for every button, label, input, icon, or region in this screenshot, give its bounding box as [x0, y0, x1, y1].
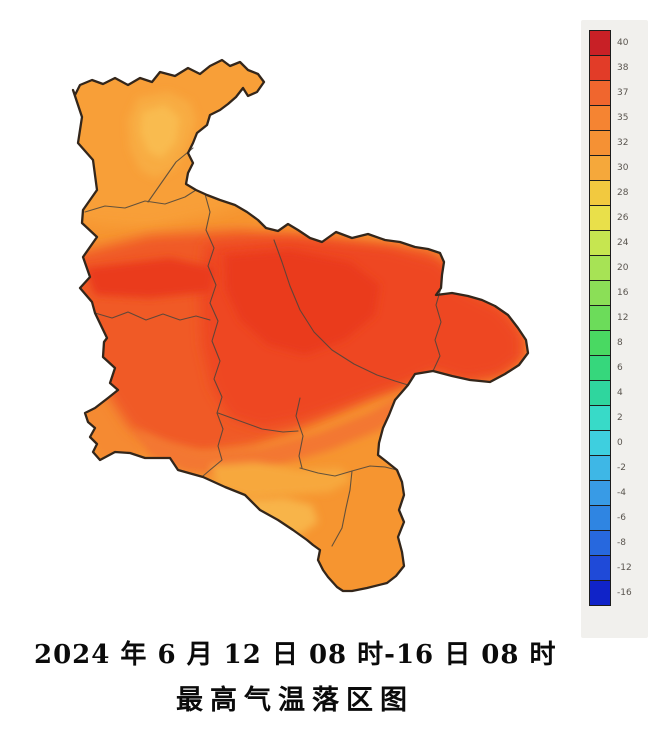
county-line [331, 470, 353, 547]
zone-red-core [225, 250, 380, 355]
legend-swatch [589, 205, 611, 231]
legend-swatch [589, 55, 611, 81]
legend-label: 20 [617, 263, 629, 273]
legend-entry: 8 [589, 330, 632, 356]
region-border [71, 58, 530, 593]
legend-swatch [589, 480, 611, 506]
legend-swatch [589, 505, 611, 531]
legend-label: 26 [617, 213, 629, 223]
legend-entry: -4 [589, 480, 632, 506]
legend-swatch [589, 130, 611, 156]
legend-label: -8 [617, 538, 626, 548]
county-boundaries [84, 147, 442, 547]
legend-swatch [589, 405, 611, 431]
legend-entry: -2 [589, 455, 632, 481]
legend-label: -6 [617, 513, 626, 523]
legend-label: 28 [617, 188, 629, 198]
legend-label: -2 [617, 463, 626, 473]
legend-label: 6 [617, 363, 623, 373]
legend-entry: 12 [589, 305, 632, 331]
legend-entry: 6 [589, 355, 632, 381]
legend-swatch [589, 255, 611, 281]
legend-swatch [589, 530, 611, 556]
legend-swatch [589, 355, 611, 381]
legend-entry: 32 [589, 130, 632, 156]
legend-entry: 4 [589, 380, 632, 406]
map-period-title: 2024 年 6 月 12 日 08 时-16 日 08 时 [34, 640, 557, 670]
county-line [202, 193, 224, 477]
legend-label: 30 [617, 163, 629, 173]
legend-entry: -8 [589, 530, 632, 556]
county-line [432, 287, 442, 372]
legend-entries: 40 38 37 35 32 30 28 26 24 20 16 12 8 6 4 2 0 -2 -4 -6 -8 -12… [589, 30, 632, 606]
legend-swatch [589, 80, 611, 106]
legend-label: 0 [617, 438, 623, 448]
legend-entry: 40 [589, 30, 632, 56]
zone-yellow-upper [210, 462, 352, 498]
legend-entry: 0 [589, 430, 632, 456]
legend-entry: 20 [589, 255, 632, 281]
legend-label: 8 [617, 338, 623, 348]
legend-swatch [589, 280, 611, 306]
county-line [147, 147, 194, 203]
county-line [94, 311, 211, 321]
legend-swatch [589, 380, 611, 406]
zone-red-band-west [85, 258, 215, 298]
legend-label: 32 [617, 138, 629, 148]
legend-swatch [589, 105, 611, 131]
legend-label: 38 [617, 63, 629, 73]
legend-label: 2 [617, 413, 623, 423]
legend-entry: -12 [589, 555, 632, 581]
zone-transition [135, 395, 412, 475]
zone-north-core [140, 105, 180, 158]
legend-label: 16 [617, 288, 629, 298]
county-line [84, 189, 197, 213]
legend-swatch [589, 155, 611, 181]
legend-swatch [589, 30, 611, 56]
legend-label: 37 [617, 88, 629, 98]
legend-swatch [589, 455, 611, 481]
legend-entry: 2 [589, 405, 632, 431]
map-type-title: 最高气温落区图 [176, 685, 414, 716]
legend-entry: 28 [589, 180, 632, 206]
legend-label: 40 [617, 38, 629, 48]
legend-entry: 30 [589, 155, 632, 181]
legend-label: 24 [617, 238, 629, 248]
legend-swatch [589, 180, 611, 206]
legend-label: -12 [617, 563, 632, 573]
county-line [217, 412, 299, 433]
county-line [295, 397, 304, 469]
legend-entry: -16 [589, 580, 632, 606]
legend-entry: 24 [589, 230, 632, 256]
legend-label: -4 [617, 488, 626, 498]
legend-label: 35 [617, 113, 629, 123]
legend-swatch [589, 305, 611, 331]
legend-entry: 37 [589, 80, 632, 106]
legend-swatch [589, 230, 611, 256]
legend-label: 12 [617, 313, 629, 323]
county-line [273, 239, 409, 386]
legend-swatch [589, 330, 611, 356]
legend-entry: 26 [589, 205, 632, 231]
legend-label: -16 [617, 588, 632, 598]
legend-swatch [589, 580, 611, 606]
legend-label: 4 [617, 388, 623, 398]
legend-entry: 38 [589, 55, 632, 81]
legend-entry: 16 [589, 280, 632, 306]
temperature-zones [73, 60, 528, 591]
legend-entry: -6 [589, 505, 632, 531]
legend-swatch [589, 430, 611, 456]
legend-entry: 35 [589, 105, 632, 131]
legend-swatch [589, 555, 611, 581]
